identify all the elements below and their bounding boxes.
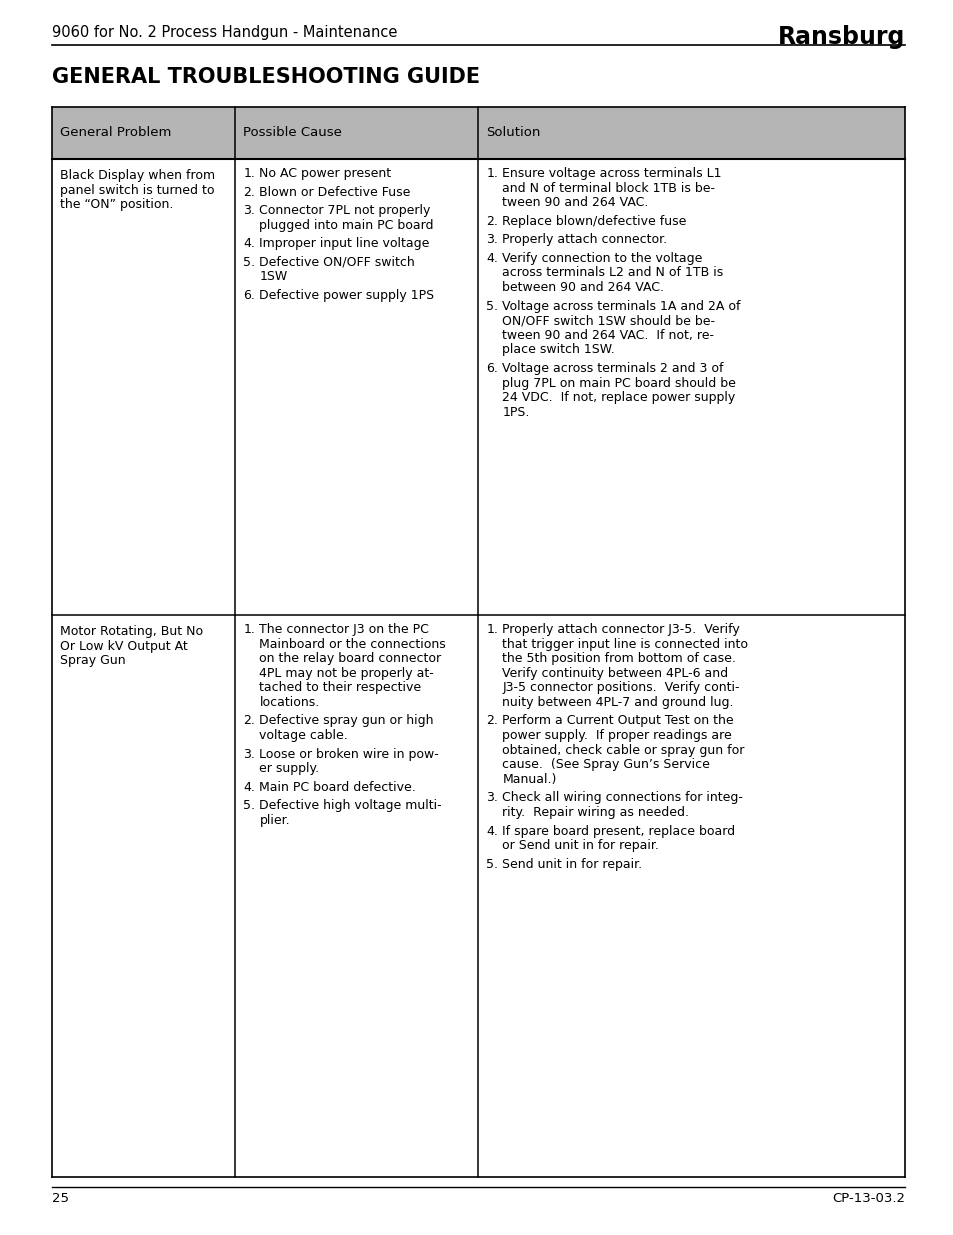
Text: Main PC board defective.: Main PC board defective. (259, 781, 416, 794)
Text: Replace blown/defective fuse: Replace blown/defective fuse (502, 215, 686, 227)
Text: voltage cable.: voltage cable. (259, 729, 348, 742)
Text: 2.: 2. (486, 715, 497, 727)
Text: 4PL may not be properly at-: 4PL may not be properly at- (259, 667, 434, 679)
Text: Defective ON/OFF switch: Defective ON/OFF switch (259, 256, 415, 269)
Text: CP-13-03.2: CP-13-03.2 (831, 1192, 904, 1205)
Text: Properly attach connector J3-5.  Verify: Properly attach connector J3-5. Verify (502, 622, 740, 636)
Text: ON/OFF switch 1SW should be be-: ON/OFF switch 1SW should be be- (502, 314, 715, 327)
Text: 25: 25 (52, 1192, 69, 1205)
Text: 3.: 3. (486, 792, 497, 804)
Text: the “ON” position.: the “ON” position. (60, 198, 173, 211)
Text: 1PS.: 1PS. (502, 406, 529, 419)
Text: place switch 1SW.: place switch 1SW. (502, 343, 615, 357)
Text: 4.: 4. (243, 237, 255, 251)
Text: Check all wiring connections for integ-: Check all wiring connections for integ- (502, 792, 742, 804)
Text: Ransburg: Ransburg (777, 25, 904, 49)
Text: cause.  (See Spray Gun’s Service: cause. (See Spray Gun’s Service (502, 758, 710, 771)
Text: 5.: 5. (243, 256, 255, 269)
Text: 5.: 5. (486, 857, 498, 871)
Text: Or Low kV Output At: Or Low kV Output At (60, 640, 188, 652)
Text: panel switch is turned to: panel switch is turned to (60, 184, 214, 196)
Text: Possible Cause: Possible Cause (243, 126, 342, 140)
Text: tween 90 and 264 VAC.: tween 90 and 264 VAC. (502, 196, 648, 209)
Text: er supply.: er supply. (259, 762, 319, 776)
Text: Motor Rotating, But No: Motor Rotating, But No (60, 625, 203, 638)
Text: Verify continuity between 4PL-6 and: Verify continuity between 4PL-6 and (502, 667, 728, 679)
Text: If spare board present, replace board: If spare board present, replace board (502, 825, 735, 837)
Text: Spray Gun: Spray Gun (60, 655, 126, 667)
Text: tween 90 and 264 VAC.  If not, re-: tween 90 and 264 VAC. If not, re- (502, 329, 714, 342)
Text: Solution: Solution (486, 126, 540, 140)
Text: rity.  Repair wiring as needed.: rity. Repair wiring as needed. (502, 806, 689, 819)
Text: Voltage across terminals 2 and 3 of: Voltage across terminals 2 and 3 of (502, 362, 723, 375)
Text: 2.: 2. (486, 215, 497, 227)
Text: 24 VDC.  If not, replace power supply: 24 VDC. If not, replace power supply (502, 391, 735, 404)
Text: Improper input line voltage: Improper input line voltage (259, 237, 429, 251)
Text: 1.: 1. (243, 622, 255, 636)
Text: Ensure voltage across terminals L1: Ensure voltage across terminals L1 (502, 167, 721, 180)
Text: 3.: 3. (243, 204, 255, 217)
Text: locations.: locations. (259, 695, 319, 709)
Text: J3-5 connector positions.  Verify conti-: J3-5 connector positions. Verify conti- (502, 682, 740, 694)
Text: Loose or broken wire in pow-: Loose or broken wire in pow- (259, 747, 438, 761)
Text: 9060 for No. 2 Process Handgun - Maintenance: 9060 for No. 2 Process Handgun - Mainten… (52, 25, 397, 40)
Text: Defective spray gun or high: Defective spray gun or high (259, 715, 434, 727)
Text: Send unit in for repair.: Send unit in for repair. (502, 857, 642, 871)
Bar (52, 107, 904, 159)
Text: between 90 and 264 VAC.: between 90 and 264 VAC. (502, 282, 664, 294)
Text: Manual.): Manual.) (502, 773, 557, 785)
Text: 1.: 1. (243, 167, 255, 180)
Text: The connector J3 on the PC: The connector J3 on the PC (259, 622, 429, 636)
Text: Defective high voltage multi-: Defective high voltage multi- (259, 799, 441, 813)
Text: GENERAL TROUBLESHOOTING GUIDE: GENERAL TROUBLESHOOTING GUIDE (52, 67, 479, 86)
Text: 6.: 6. (243, 289, 255, 303)
Text: power supply.  If proper readings are: power supply. If proper readings are (502, 729, 732, 742)
Text: obtained, check cable or spray gun for: obtained, check cable or spray gun for (502, 743, 744, 757)
Text: on the relay board connector: on the relay board connector (259, 652, 441, 666)
Text: Verify connection to the voltage: Verify connection to the voltage (502, 252, 702, 264)
Text: that trigger input line is connected into: that trigger input line is connected int… (502, 637, 748, 651)
Text: 1SW: 1SW (259, 270, 288, 284)
Text: 4.: 4. (486, 252, 497, 264)
Text: 2.: 2. (243, 185, 255, 199)
Text: 4.: 4. (243, 781, 255, 794)
Text: No AC power present: No AC power present (259, 167, 391, 180)
Text: Voltage across terminals 1A and 2A of: Voltage across terminals 1A and 2A of (502, 300, 740, 312)
Text: 1.: 1. (486, 167, 497, 180)
Text: nuity between 4PL-7 and ground lug.: nuity between 4PL-7 and ground lug. (502, 695, 733, 709)
Text: 1.: 1. (486, 622, 497, 636)
Text: 3.: 3. (486, 233, 497, 246)
Text: Properly attach connector.: Properly attach connector. (502, 233, 667, 246)
Text: Perform a Current Output Test on the: Perform a Current Output Test on the (502, 715, 734, 727)
Text: Blown or Defective Fuse: Blown or Defective Fuse (259, 185, 411, 199)
Text: plug 7PL on main PC board should be: plug 7PL on main PC board should be (502, 377, 736, 389)
Text: 6.: 6. (486, 362, 497, 375)
Text: Mainboard or the connections: Mainboard or the connections (259, 637, 446, 651)
Text: 2.: 2. (243, 715, 255, 727)
Text: or Send unit in for repair.: or Send unit in for repair. (502, 839, 659, 852)
Text: the 5th position from bottom of case.: the 5th position from bottom of case. (502, 652, 736, 666)
Text: Black Display when from: Black Display when from (60, 169, 214, 182)
Text: Connector 7PL not properly: Connector 7PL not properly (259, 204, 431, 217)
Text: and N of terminal block 1TB is be-: and N of terminal block 1TB is be- (502, 182, 715, 195)
Text: 3.: 3. (243, 747, 255, 761)
Text: plugged into main PC board: plugged into main PC board (259, 219, 434, 232)
Text: 4.: 4. (486, 825, 497, 837)
Text: tached to their respective: tached to their respective (259, 682, 421, 694)
Text: 5.: 5. (486, 300, 498, 312)
Text: Defective power supply 1PS: Defective power supply 1PS (259, 289, 434, 303)
Text: 5.: 5. (243, 799, 255, 813)
Text: General Problem: General Problem (60, 126, 172, 140)
Text: plier.: plier. (259, 814, 290, 827)
Text: across terminals L2 and N of 1TB is: across terminals L2 and N of 1TB is (502, 267, 723, 279)
